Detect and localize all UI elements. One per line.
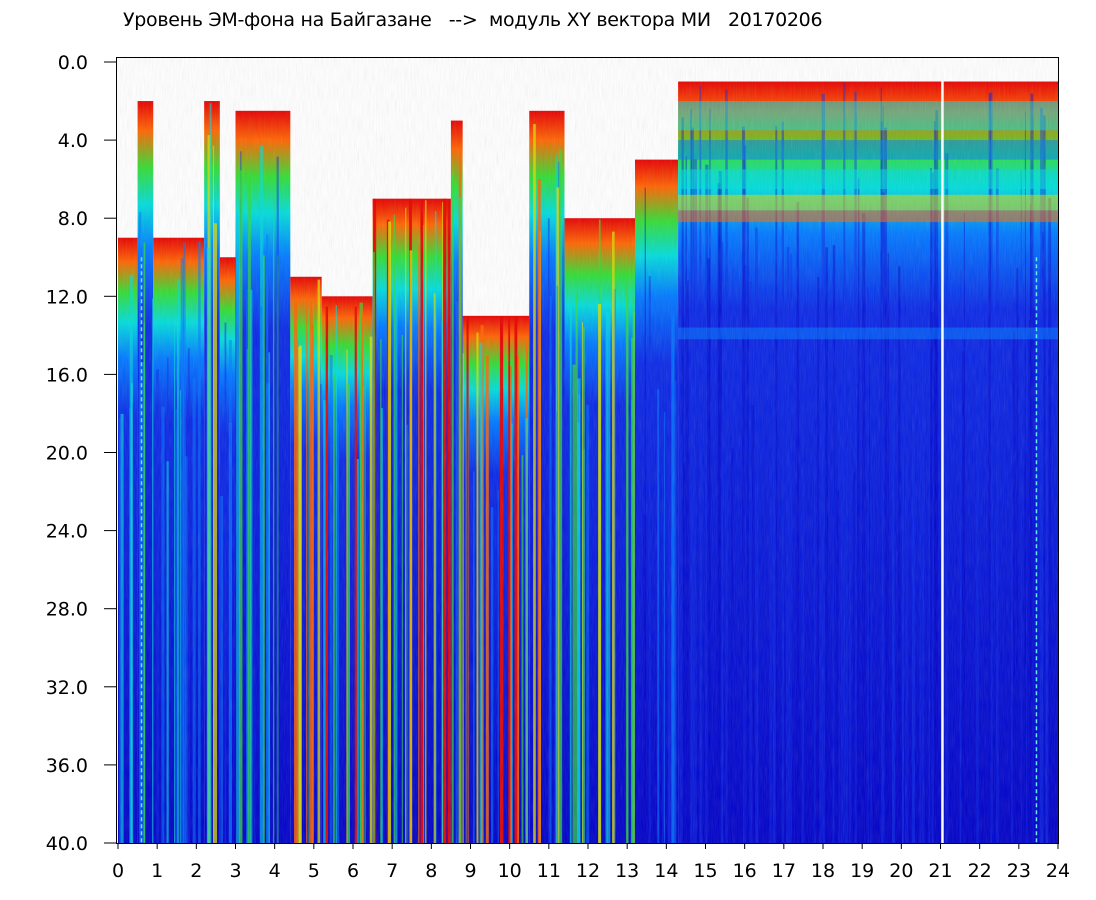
noise-overlay (117, 58, 1058, 843)
x-tick-label: 14 (654, 860, 678, 882)
x-tick-label: 15 (693, 860, 717, 882)
x-tick-label: 21 (928, 860, 952, 882)
x-tick-label: 17 (772, 860, 796, 882)
x-tick-label: 1 (151, 860, 163, 882)
chart-title: Уровень ЭМ-фона на Байгазане --> модуль … (123, 9, 823, 31)
y-tick-label: 40.0 (46, 833, 88, 855)
x-tick-label: 2 (190, 860, 202, 882)
x-tick-label: 19 (850, 860, 874, 882)
x-tick-label: 9 (464, 860, 476, 882)
x-tick-label: 24 (1046, 860, 1070, 882)
x-tick-label: 11 (537, 860, 561, 882)
y-tick-label: 32.0 (46, 677, 88, 699)
y-tick-label: 20.0 (46, 443, 88, 465)
x-tick-label: 22 (968, 860, 992, 882)
y-tick-label: 16.0 (46, 364, 88, 386)
y-tick-label: 28.0 (46, 599, 88, 621)
y-tick-label: 36.0 (46, 755, 88, 777)
x-tick-label: 16 (733, 860, 757, 882)
x-tick-label: 13 (615, 860, 639, 882)
y-tick-label: 4.0 (58, 130, 88, 152)
x-tick-label: 6 (347, 860, 359, 882)
x-tick-label: 12 (576, 860, 600, 882)
x-tick-label: 4 (269, 860, 281, 882)
x-tick-label: 8 (425, 860, 437, 882)
x-tick-label: 3 (229, 860, 241, 882)
y-tick-label: 0.0 (58, 52, 88, 74)
x-tick-label: 5 (308, 860, 320, 882)
x-tick-label: 20 (889, 860, 913, 882)
y-axis: 0.0 4.0 8.0 12.0 16.0 20.0 24.0 28.0 32.0 36.0 40.… (46, 52, 117, 855)
x-tick-label: 10 (498, 860, 522, 882)
x-axis: 0 1 2 3 4 5 6 7 8 9 10 11 12 13 14 15 16 17 18 19 20 21 22 23 24 (112, 843, 1070, 882)
y-tick-label: 24.0 (46, 521, 88, 543)
y-tick-label: 8.0 (58, 208, 88, 230)
x-tick-label: 7 (386, 860, 398, 882)
x-tick-label: 0 (112, 860, 124, 882)
x-tick-label: 18 (811, 860, 835, 882)
x-tick-label: 23 (1007, 860, 1031, 882)
y-tick-label: 12.0 (46, 286, 88, 308)
